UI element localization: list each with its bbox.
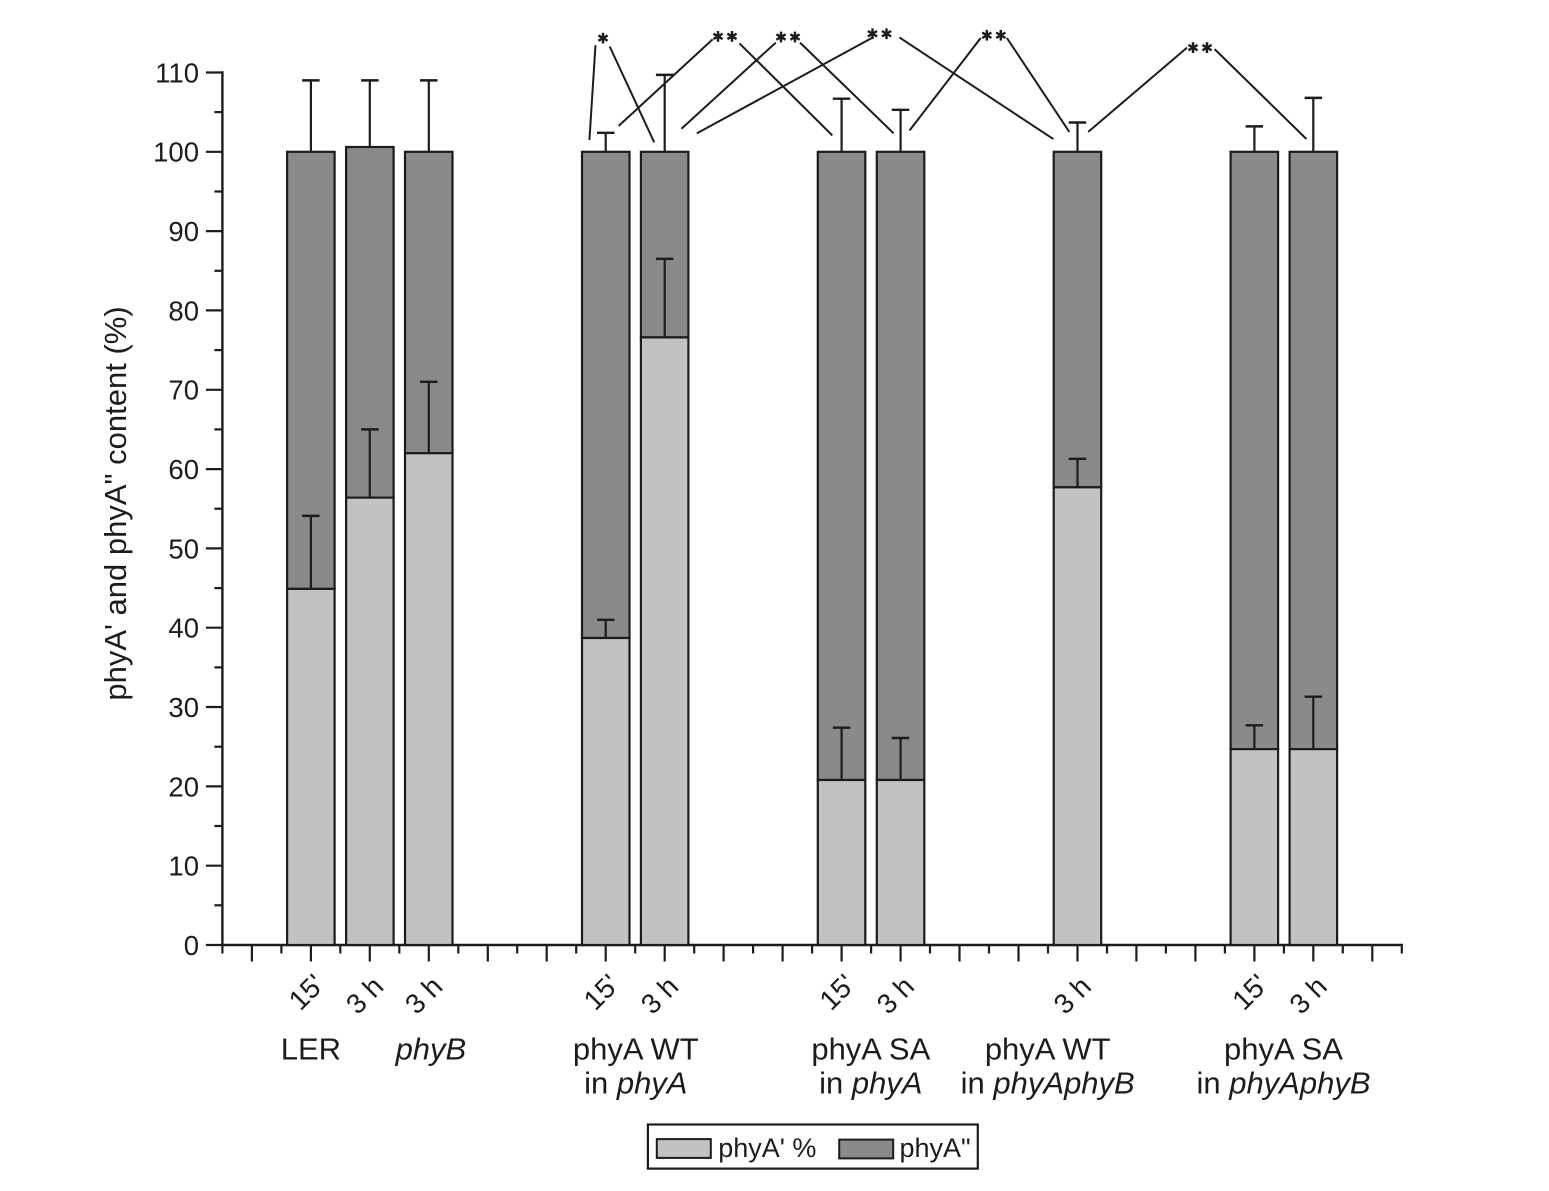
svg-text:phyA SA: phyA SA [811,1031,930,1066]
svg-text:30: 30 [168,692,199,723]
svg-text:70: 70 [168,375,199,406]
svg-text:phyA SA: phyA SA [1224,1031,1343,1066]
svg-text:90: 90 [168,216,199,247]
svg-text:10: 10 [168,851,199,882]
svg-text:100: 100 [153,137,199,168]
svg-text:phyA' and phyA" content (%): phyA' and phyA" content (%) [98,306,133,700]
svg-text:phyA WT: phyA WT [985,1031,1111,1066]
svg-text:LER: LER [281,1031,341,1066]
svg-text:60: 60 [168,454,199,485]
svg-text:in phyAphyB: in phyAphyB [961,1066,1135,1101]
svg-text:phyA WT: phyA WT [573,1031,699,1066]
svg-text:in phyA: in phyA [819,1066,922,1101]
svg-text:20: 20 [168,771,199,802]
svg-text:40: 40 [168,613,199,644]
svg-text:phyB: phyB [395,1031,467,1066]
svg-text:phyA' %: phyA' % [718,1133,816,1163]
svg-text:phyA": phyA" [900,1133,971,1163]
svg-text:80: 80 [168,295,199,326]
svg-text:in phyA: in phyA [584,1066,687,1101]
svg-text:50: 50 [168,533,199,564]
svg-text:110: 110 [155,57,199,88]
svg-text:in phyAphyB: in phyAphyB [1196,1066,1370,1101]
svg-text:0: 0 [184,930,199,961]
